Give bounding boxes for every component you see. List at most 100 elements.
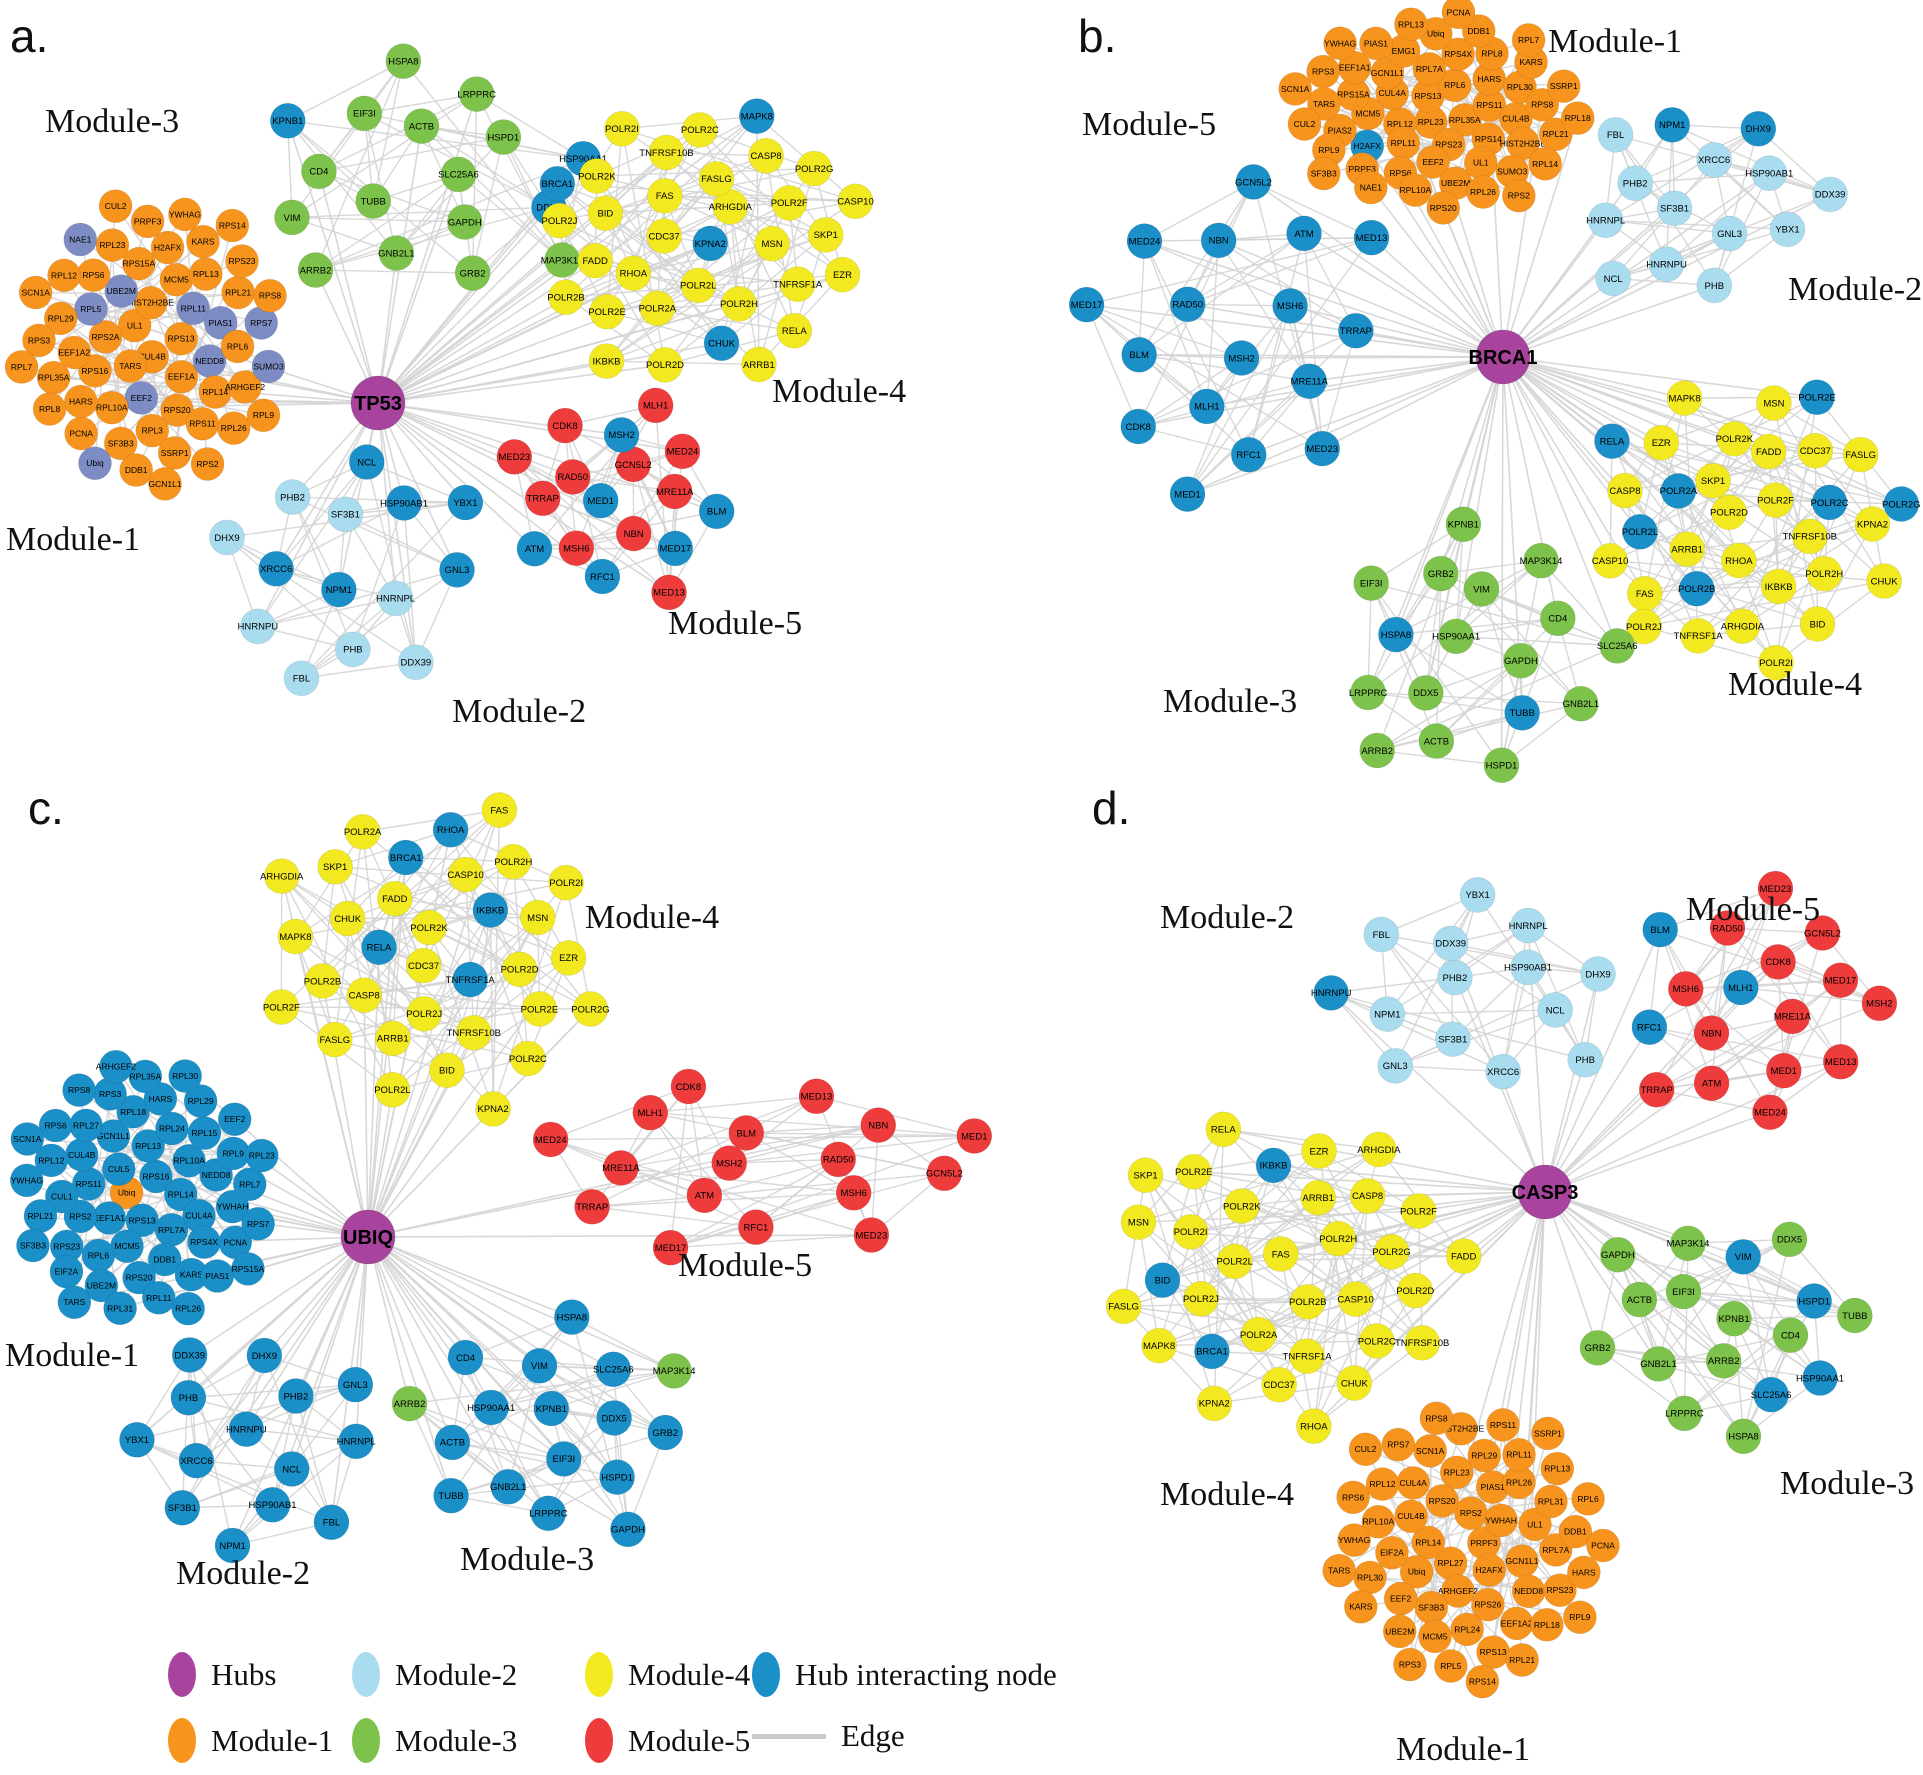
node-RPL15 bbox=[187, 1116, 222, 1150]
node-GNB2L1 bbox=[1640, 1346, 1677, 1382]
node-HSPD1 bbox=[599, 1459, 635, 1495]
node-RPS14 bbox=[215, 208, 250, 243]
node-MAPK8 bbox=[1141, 1327, 1177, 1364]
node-MLH1 bbox=[632, 1094, 669, 1131]
node-FADD bbox=[1445, 1238, 1482, 1274]
node-FASLG bbox=[698, 161, 735, 197]
edge bbox=[1502, 356, 1825, 575]
node-TNFRSF10B bbox=[1792, 518, 1828, 555]
edge bbox=[1605, 219, 1788, 231]
edge bbox=[275, 502, 405, 570]
node-CUL2 bbox=[98, 189, 133, 223]
edge bbox=[1544, 1191, 1744, 1258]
edge bbox=[377, 360, 607, 404]
edge bbox=[363, 113, 398, 254]
node-POLR2A bbox=[1660, 473, 1697, 509]
edge bbox=[1742, 1239, 1791, 1437]
node-RPL29 bbox=[183, 1084, 218, 1118]
edge bbox=[366, 461, 417, 663]
edge bbox=[181, 1355, 265, 1509]
edge bbox=[1223, 1128, 1465, 1257]
node-CDC37 bbox=[1261, 1366, 1297, 1403]
node-SF3B1 bbox=[1656, 190, 1693, 227]
module-caption-module-2: Module-2 bbox=[176, 1555, 310, 1592]
node-RPL13 bbox=[1394, 7, 1428, 42]
node-POLR2D bbox=[647, 347, 683, 383]
edge bbox=[538, 1365, 618, 1478]
node-EIF3I bbox=[346, 95, 383, 132]
edge bbox=[1435, 660, 1522, 742]
node-POLR2A bbox=[639, 290, 676, 327]
node-TNFRSF10B bbox=[648, 134, 685, 171]
node-VIM bbox=[1463, 571, 1500, 607]
edge bbox=[367, 1236, 666, 1434]
node-DDX39 bbox=[1432, 925, 1469, 962]
edge bbox=[291, 216, 397, 254]
edge bbox=[1726, 927, 1842, 1063]
edge bbox=[1330, 992, 1546, 1193]
module-caption-module-5: Module-5 bbox=[668, 605, 802, 642]
node-NPM1 bbox=[214, 1527, 251, 1564]
edge bbox=[377, 273, 843, 404]
panel-c: CDC37POLR2KTNFRSF1ARELAIKBKBPOLR2JFADDPO… bbox=[5, 782, 993, 1592]
node-MAP3K14 bbox=[1523, 542, 1559, 579]
node-RPL21 bbox=[23, 1199, 58, 1233]
node-RPL26 bbox=[171, 1291, 205, 1326]
node-HNRNPU bbox=[1648, 246, 1685, 283]
node-RPL10A bbox=[172, 1143, 206, 1178]
edge bbox=[1186, 357, 1243, 495]
node-YWHAG bbox=[1323, 26, 1357, 61]
edge bbox=[367, 1236, 614, 1370]
node-XRCC6 bbox=[1485, 1053, 1521, 1090]
node-POLR2F bbox=[1757, 482, 1794, 518]
node-ACTB bbox=[434, 1424, 471, 1461]
edge bbox=[1138, 425, 1249, 456]
node-MED24 bbox=[1752, 1094, 1788, 1131]
node-YWHAG bbox=[1337, 1523, 1371, 1557]
edge bbox=[1544, 1026, 1651, 1193]
node-RPL10A bbox=[94, 390, 129, 425]
edge bbox=[318, 93, 477, 173]
edge bbox=[1609, 511, 1730, 562]
node-GAPDH bbox=[610, 1511, 646, 1548]
node-KPNA2 bbox=[692, 225, 729, 262]
edge bbox=[1816, 523, 1874, 625]
node-VIM bbox=[274, 199, 310, 236]
node-FBL bbox=[1363, 916, 1400, 953]
edge bbox=[746, 1124, 879, 1134]
edge bbox=[571, 1316, 675, 1372]
module-caption-module-4: Module-4 bbox=[1728, 666, 1862, 703]
node-CUL2 bbox=[1287, 107, 1322, 141]
edge bbox=[1710, 927, 1729, 1084]
node-FASLG bbox=[316, 1021, 353, 1058]
module-caption-module-1: Module-1 bbox=[1396, 1731, 1530, 1768]
node-SKP1 bbox=[317, 848, 353, 885]
edge bbox=[704, 1158, 839, 1196]
edge bbox=[539, 1365, 666, 1434]
edge bbox=[1303, 233, 1323, 449]
node-SF3B1 bbox=[1435, 1021, 1471, 1057]
edge bbox=[870, 1125, 879, 1236]
edge bbox=[670, 1135, 975, 1249]
edge bbox=[314, 60, 404, 271]
edge bbox=[1218, 239, 1504, 358]
edge bbox=[1659, 929, 1713, 1084]
node-MRE11A bbox=[603, 1150, 639, 1186]
node-RPS11 bbox=[185, 406, 220, 441]
node-RPL27 bbox=[69, 1108, 103, 1143]
node-TNFRSF1A bbox=[1289, 1338, 1325, 1374]
node-MED23 bbox=[853, 1217, 890, 1253]
edge bbox=[1187, 447, 1323, 495]
node-NBN bbox=[1200, 222, 1237, 259]
node-SF3B1 bbox=[327, 496, 364, 533]
node-DDX39 bbox=[1812, 176, 1848, 213]
node-RPS2 bbox=[1502, 178, 1536, 213]
node-GNB2L1 bbox=[378, 235, 415, 271]
edge bbox=[1370, 523, 1464, 584]
node-EEF1A2 bbox=[57, 335, 92, 370]
node-BLM bbox=[1121, 336, 1157, 373]
edge bbox=[367, 1236, 454, 1443]
node-CUL1 bbox=[45, 1179, 79, 1214]
node-RHOA bbox=[1296, 1408, 1332, 1444]
node-MCM5 bbox=[159, 262, 194, 297]
